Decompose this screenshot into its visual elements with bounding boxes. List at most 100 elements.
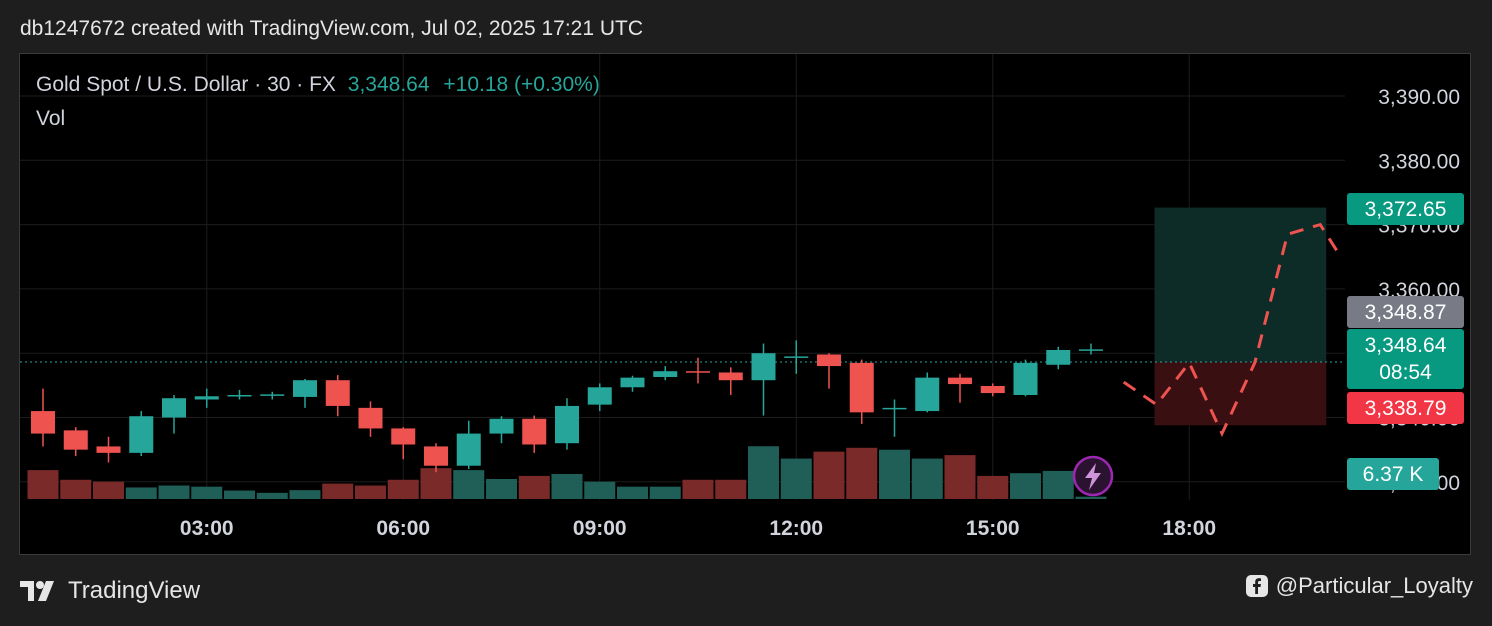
candle-body[interactable] — [915, 377, 940, 412]
price-change: +10.18 (+0.30%) — [443, 73, 600, 96]
volume-bar — [289, 490, 321, 499]
volume-bar — [158, 485, 190, 499]
volume-bar — [1075, 496, 1107, 499]
volume-bar — [551, 473, 583, 499]
candle-body[interactable] — [260, 394, 285, 396]
candle-body[interactable] — [63, 430, 88, 450]
x-axis-tick-label: 15:00 — [966, 517, 1020, 540]
candle-body[interactable] — [653, 371, 678, 377]
candle-body[interactable] — [522, 418, 547, 445]
volume-bar — [715, 479, 747, 499]
price-axis-label[interactable] — [1347, 296, 1464, 328]
volume-bar — [191, 486, 223, 499]
candle-body[interactable] — [980, 385, 1005, 394]
candle-body[interactable] — [686, 371, 710, 373]
tradingview-brand[interactable]: TradingView — [20, 577, 200, 605]
countdown-label-text: 08:54 — [1379, 361, 1432, 384]
price-axis-label-text: 3,372.65 — [1365, 198, 1447, 221]
candle-body[interactable] — [129, 416, 154, 453]
volume-bar — [649, 486, 681, 499]
candle-body[interactable] — [555, 405, 579, 444]
candle-body[interactable] — [489, 418, 514, 434]
x-axis-tick-label: 12:00 — [769, 517, 823, 540]
candle-body[interactable] — [1079, 349, 1103, 351]
y-axis-tick-label: 3,380.00 — [1378, 150, 1460, 173]
candle-body[interactable] — [784, 356, 809, 358]
price-axis-label-text: 3,348.87 — [1365, 301, 1447, 324]
price-chart[interactable]: 3,390.003,380.003,370.003,360.003,350.00… — [20, 54, 1470, 554]
candle-body[interactable] — [620, 377, 645, 388]
volume-bar — [879, 449, 910, 499]
candle-body[interactable] — [358, 407, 383, 429]
candle-body[interactable] — [948, 377, 972, 385]
candle-body[interactable] — [293, 380, 317, 397]
x-axis-tick-label: 03:00 — [180, 517, 234, 540]
price-axis-label[interactable] — [1347, 392, 1464, 424]
volume-bar — [486, 478, 517, 499]
volume-bar — [1042, 470, 1074, 499]
volume-bar — [748, 446, 779, 499]
candle-body[interactable] — [325, 380, 350, 406]
volume-bar — [27, 470, 59, 499]
volume-bar — [224, 490, 255, 499]
volume-bar — [977, 475, 1009, 499]
price-axis-label-text: 3,348.64 — [1365, 334, 1447, 357]
volume-bar — [387, 479, 419, 499]
candle-body[interactable] — [227, 394, 252, 397]
volume-bar — [584, 481, 616, 499]
candle-body[interactable] — [194, 396, 219, 400]
candle-body[interactable] — [1046, 349, 1071, 365]
volume-bar — [617, 486, 648, 499]
candle-body[interactable] — [718, 372, 743, 381]
candle-body[interactable] — [751, 353, 776, 381]
chart-panel[interactable]: 3,390.003,380.003,370.003,360.003,350.00… — [19, 53, 1471, 555]
volume-bar — [682, 479, 714, 499]
volume-legend: Vol — [36, 107, 66, 130]
price-axis-label[interactable] — [1347, 329, 1464, 389]
volume-bar — [453, 470, 485, 499]
volume-axis-label[interactable] — [1347, 458, 1439, 490]
volume-bar — [125, 487, 157, 499]
x-axis-tick-label: 18:00 — [1162, 517, 1216, 540]
candle-body[interactable] — [849, 362, 874, 413]
projection-path — [1122, 222, 1338, 438]
y-axis-tick-label: 3,390.00 — [1378, 86, 1460, 109]
author-handle: @Particular_Loyalty — [1245, 573, 1473, 599]
volume-bar — [420, 468, 452, 499]
candle-body[interactable] — [96, 446, 121, 453]
volume-bar — [813, 451, 845, 499]
symbol-title: Gold Spot / U.S. Dollar · 30 · FX — [36, 73, 336, 96]
volume-bar — [1010, 473, 1041, 499]
volume-axis-label-text: 6.37 K — [1363, 463, 1424, 486]
candle-body[interactable] — [817, 354, 841, 367]
volume-bar — [911, 458, 943, 499]
take-profit-zone[interactable] — [1154, 207, 1327, 362]
x-axis-tick-label: 09:00 — [573, 517, 627, 540]
tradingview-logo-icon — [20, 581, 54, 601]
brand-name: TradingView — [68, 577, 201, 604]
candle-body[interactable] — [882, 407, 907, 410]
volume-bar — [256, 492, 288, 499]
last-price: 3,348.64 — [347, 73, 430, 96]
symbol-legend: Gold Spot / U.S. Dollar · 30 · FX 3,348.… — [36, 73, 600, 97]
candle-body[interactable] — [424, 446, 448, 466]
volume-bar — [780, 458, 812, 499]
lightning-bolt-icon — [1085, 463, 1101, 490]
candle-body[interactable] — [587, 387, 612, 405]
candle-body[interactable] — [1013, 362, 1038, 395]
volume-bar — [944, 455, 976, 499]
volume-bar — [846, 447, 878, 499]
volume-bar — [60, 479, 92, 499]
chart-caption: db1247672 created with TradingView.com, … — [20, 17, 644, 40]
author-name: @Particular_Loyalty — [1275, 573, 1473, 598]
price-axis-label-text: 3,338.79 — [1365, 397, 1447, 420]
candle-body[interactable] — [31, 411, 55, 434]
price-axis-label[interactable] — [1347, 193, 1464, 225]
stop-loss-zone[interactable] — [1154, 361, 1327, 426]
candle-body[interactable] — [456, 433, 481, 466]
volume-bar — [93, 481, 124, 499]
volume-bar — [518, 475, 550, 499]
candle-body[interactable] — [391, 428, 416, 445]
candle-body[interactable] — [162, 398, 186, 418]
x-axis-tick-label: 06:00 — [376, 517, 430, 540]
